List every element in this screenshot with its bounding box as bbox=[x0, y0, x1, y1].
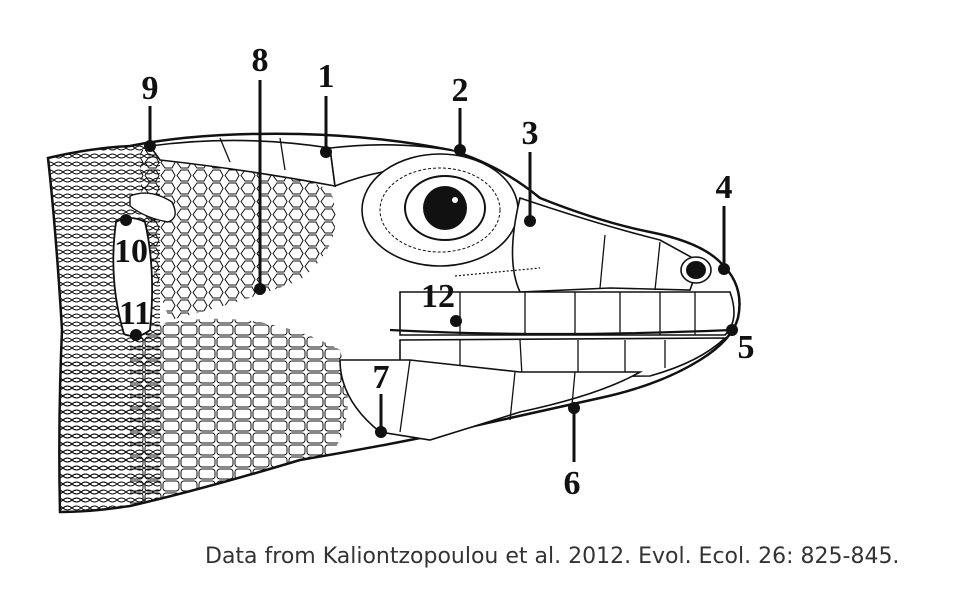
landmark-12-point bbox=[450, 315, 462, 327]
landmark-5-label: 5 bbox=[738, 329, 755, 366]
landmark-2-label: 2 bbox=[452, 72, 469, 109]
landmark-10-label: 10 bbox=[114, 233, 148, 270]
landmark-6-label: 6 bbox=[564, 465, 581, 502]
landmark-2-point bbox=[454, 144, 466, 156]
landmark-markers: 1 2 3 4 5 6 7 8 9 10 bbox=[114, 42, 755, 502]
head-illustration bbox=[46, 132, 741, 514]
landmark-6-point bbox=[568, 402, 580, 414]
landmark-3-label: 3 bbox=[522, 115, 539, 152]
landmark-5-point bbox=[726, 324, 738, 336]
landmark-8-label: 8 bbox=[252, 42, 269, 79]
landmark-1-point bbox=[320, 146, 332, 158]
landmark-8-point bbox=[254, 283, 266, 295]
landmark-7-point bbox=[375, 426, 387, 438]
figure-caption: Data from Kaliontzopoulou et al. 2012. E… bbox=[205, 544, 900, 569]
landmark-1-label: 1 bbox=[318, 58, 335, 95]
landmark-3-point bbox=[524, 215, 536, 227]
landmark-7-label: 7 bbox=[373, 359, 390, 396]
landmark-4-point bbox=[718, 263, 730, 275]
landmark-11-point bbox=[130, 329, 142, 341]
landmark-10-point bbox=[120, 214, 132, 226]
landmark-11-label: 11 bbox=[119, 295, 151, 332]
landmark-9-label: 9 bbox=[142, 70, 159, 107]
landmark-12-label: 12 bbox=[421, 278, 455, 315]
landmark-9-point bbox=[144, 140, 156, 152]
landmark-4-label: 4 bbox=[716, 169, 733, 206]
